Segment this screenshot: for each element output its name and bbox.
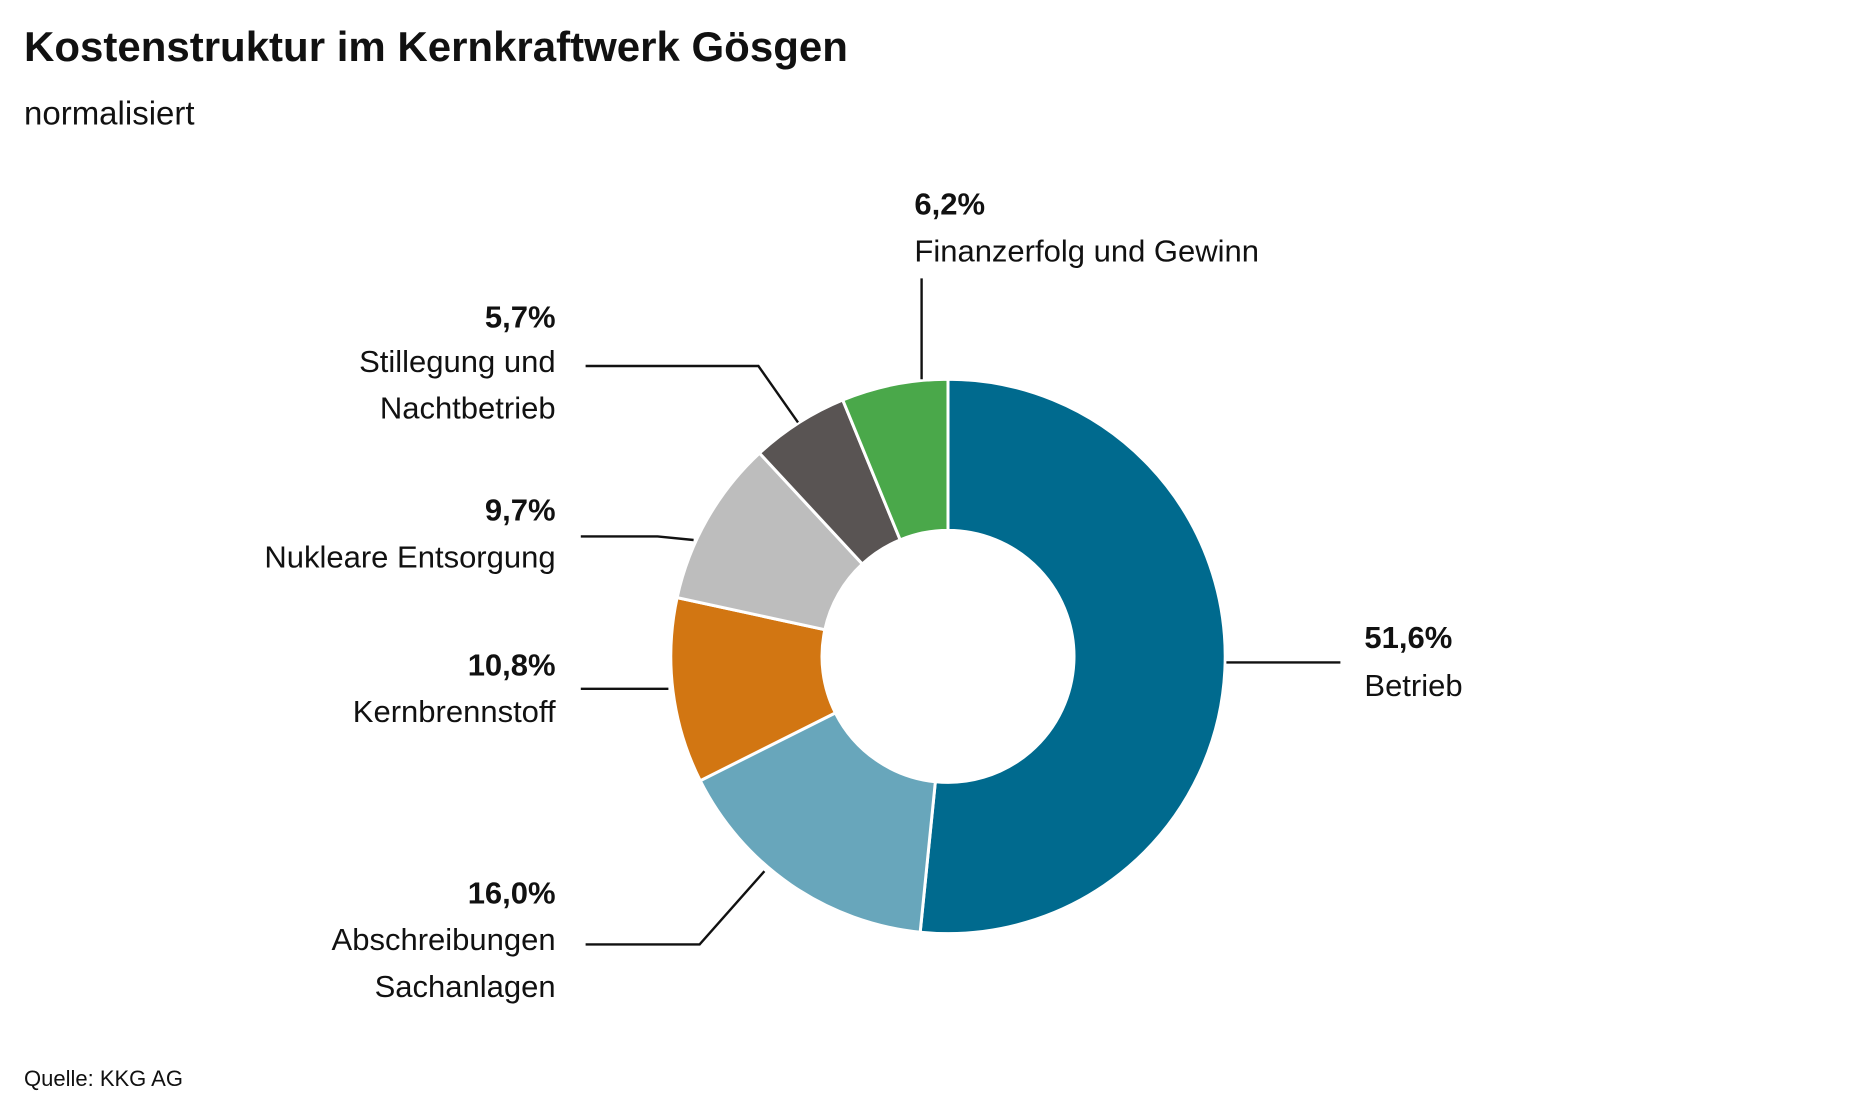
slice-label: Nachtbetrieb — [380, 391, 556, 426]
value-label: 16,0% — [468, 875, 556, 910]
leader-line — [580, 535, 694, 542]
value-label: 6,2% — [914, 187, 985, 222]
donut-slice — [698, 710, 937, 934]
value-label: 9,7% — [485, 493, 556, 528]
leader-line — [585, 870, 766, 946]
source: Quelle: KKG AG — [24, 1066, 183, 1091]
leader-line — [585, 364, 799, 424]
slice-label: Betrieb — [1364, 668, 1462, 703]
value-label: 10,8% — [468, 647, 556, 682]
donut-slice — [840, 377, 950, 542]
slice-label: Finanzerfolg und Gewinn — [914, 233, 1259, 268]
chart-title: Kostenstruktur im Kernkraftwerk Gösgen — [24, 23, 848, 70]
slice-label: Stillegung und — [359, 344, 556, 379]
slice-label: Sachanlagen — [375, 969, 556, 1004]
value-label: 51,6% — [1364, 620, 1452, 655]
slice-label: Abschreibungen — [332, 922, 556, 957]
donut-slice — [918, 377, 1227, 936]
slice-label: Nukleare Entsorgung — [264, 539, 555, 574]
chart-subtitle: normalisiert — [24, 95, 195, 132]
slice-label: Kernbrennstoff — [353, 694, 556, 729]
value-label: 5,7% — [485, 299, 556, 334]
